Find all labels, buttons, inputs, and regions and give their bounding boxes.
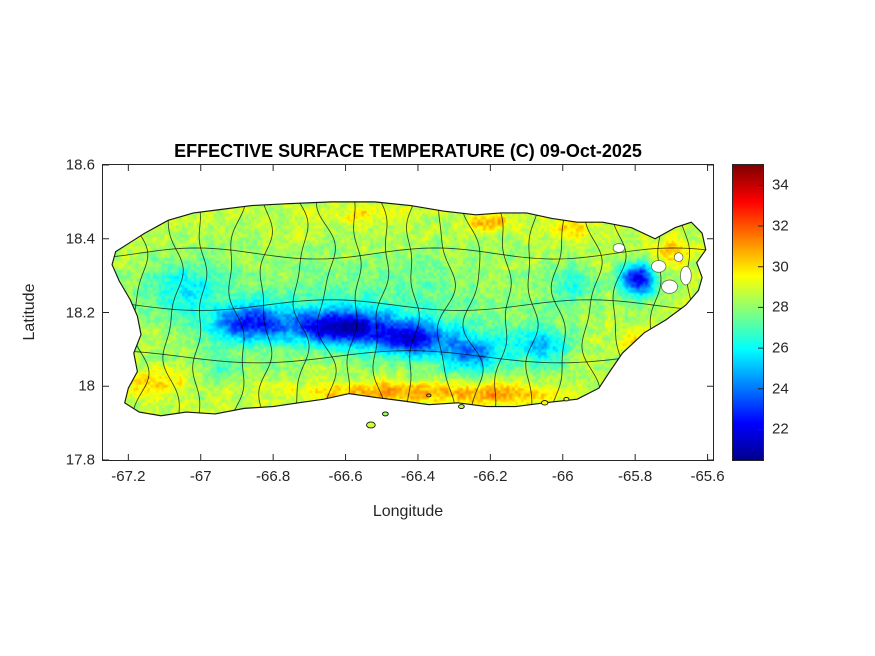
x-tick-label: -67 xyxy=(189,468,212,485)
y-tick-label: 18.2 xyxy=(65,304,95,321)
colorbar-tick-label: 22 xyxy=(772,420,789,438)
x-tick-label: -67.2 xyxy=(111,468,146,485)
y-tick-label: 17.8 xyxy=(65,451,95,469)
colorbar-tick-label: 28 xyxy=(772,298,789,316)
colorbar-tick-label: 26 xyxy=(772,339,789,357)
y-tick-label: 18.6 xyxy=(65,156,95,174)
x-tick-label: -65.8 xyxy=(618,468,653,485)
colorbar-tick-label: 30 xyxy=(772,258,789,276)
heatmap-canvas xyxy=(103,165,713,460)
colorbar-tick-label: 24 xyxy=(772,380,789,398)
x-tick-label: -66.6 xyxy=(328,468,363,485)
y-tick-label: 18 xyxy=(78,377,95,395)
colorbar-tick-label: 34 xyxy=(772,176,789,194)
y-axis-label: Latitude xyxy=(21,283,38,341)
colorbar-tick-label: 32 xyxy=(772,217,789,235)
colorbar xyxy=(732,164,764,461)
plot-area xyxy=(102,164,714,461)
x-tick-label: -66.4 xyxy=(400,468,436,485)
y-tick-label: 18.4 xyxy=(65,230,95,248)
chart-title: EFFECTIVE SURFACE TEMPERATURE (C) 09-Oct… xyxy=(174,141,642,161)
x-tick-label: -65.6 xyxy=(690,468,725,485)
x-axis-label: Longitude xyxy=(372,503,444,520)
colorbar-canvas xyxy=(733,165,763,460)
x-tick-label: -66 xyxy=(551,468,574,485)
x-tick-label: -66.8 xyxy=(256,468,291,485)
x-tick-label: -66.2 xyxy=(473,468,508,485)
